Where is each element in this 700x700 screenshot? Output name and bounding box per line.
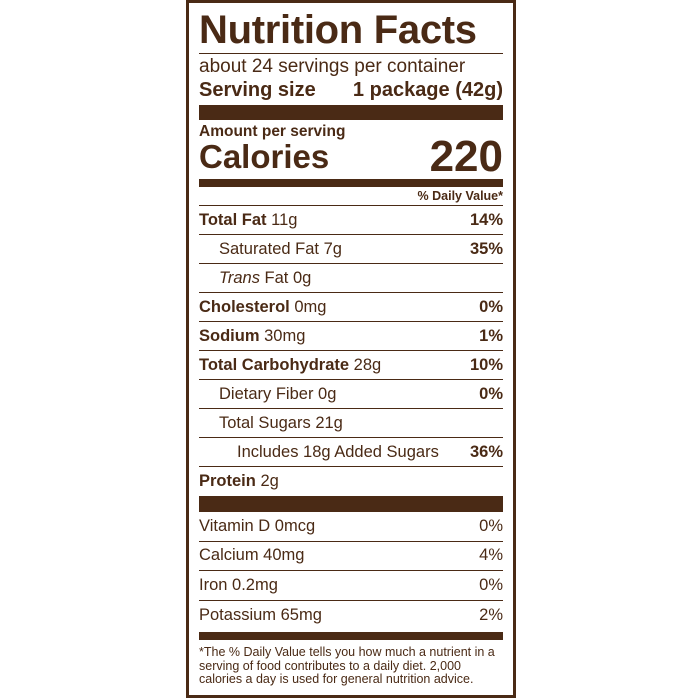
nutrient-amount: 0mg [294,297,327,316]
vitamin-name: Iron 0.2mg [199,575,278,594]
thick-divider [199,105,503,120]
vitamin-name: Calcium 40mg [199,546,305,565]
nutrient-amount: 11g [271,210,298,229]
nutrient-dv: 36% [469,442,503,461]
nutrient-row-saturated-fat: Saturated Fat 7g 35% [199,235,503,264]
nutrient-name: Cholesterol [199,297,290,316]
nutrient-name: Includes 18g Added Sugars [237,442,439,461]
footnote: *The % Daily Value tells you how much a … [199,645,495,686]
label-title: Nutrition Facts [199,8,477,52]
calories-value: 220 [429,132,503,181]
calories-label: Calories [199,138,330,175]
nutrient-row-protein: Protein 2g [199,467,503,496]
amount-per-serving: Amount per serving [199,123,346,140]
nutrient-dv: 10% [469,355,503,374]
servings-per-container: about 24 servings per container [199,53,503,78]
nutrient-amount: 7g [323,239,342,258]
vitamin-row: Iron 0.2mg 0% [199,571,503,601]
nutrient-name-italic: Trans [219,268,260,287]
vitamin-dv: 0% [479,575,503,594]
vitamin-row: Vitamin D 0mcg 0% [199,512,503,542]
nutrient-name: Fat [264,268,289,287]
serving-size-row: Serving size 1 package (42g) [199,78,503,102]
nutrient-amount: 21g [315,413,343,432]
nutrient-row-total-carbohydrate: Total Carbohydrate 28g 10% [199,351,503,380]
medium-divider [199,179,503,187]
nutrient-row-trans-fat: Trans Fat 0g [199,264,503,293]
nutrient-amount: 28g [353,355,382,374]
nutrient-dv: 35% [469,239,503,258]
vitamin-row: Potassium 65mg 2% [199,601,503,631]
nutrient-row-sodium: Sodium 30mg 1% [199,322,503,351]
nutrient-row-total-fat: Total Fat 11g 14% [199,206,503,235]
calories-row: Calories 220 [199,132,503,181]
nutrient-name: Saturated Fat [219,239,319,258]
vitamin-name: Potassium 65mg [199,605,322,624]
footnote-divider [199,632,503,640]
nutrient-name: Sodium [199,326,260,345]
nutrient-amount: 0g [318,384,337,403]
nutrient-name: Total Carbohydrate [199,355,350,374]
vitamin-dv: 0% [479,516,503,535]
protein-divider [199,496,503,512]
nutrient-dv: 1% [479,326,503,345]
nutrient-name: Total Fat [199,210,267,229]
nutrient-name: Protein [199,472,256,490]
serving-size-value: 1 package (42g) [352,79,503,101]
vitamin-dv: 2% [479,605,503,624]
daily-value-header: % Daily Value* [199,187,503,206]
nutrient-row-total-sugars: Total Sugars 21g [199,409,503,438]
nutrient-dv: 0% [479,384,503,403]
vitamin-row: Calcium 40mg 4% [199,542,503,571]
nutrient-dv: 14% [469,210,503,229]
nutrient-amount: 30mg [264,326,306,345]
nutrient-row-cholesterol: Cholesterol 0mg 0% [199,293,503,322]
serving-size-label: Serving size [199,79,316,101]
nutrient-name: Total Sugars [219,413,311,432]
nutrient-name: Dietary Fiber [219,384,314,403]
vitamin-name: Vitamin D 0mcg [199,516,316,535]
nutrient-row-dietary-fiber: Dietary Fiber 0g 0% [199,380,503,409]
nutrient-amount: 2g [260,472,279,490]
nutrient-row-added-sugars: Includes 18g Added Sugars 36% [199,438,503,467]
vitamin-dv: 4% [479,546,503,565]
nutrient-dv: 0% [479,297,503,316]
nutrition-facts-label: Nutrition Facts about 24 servings per co… [186,0,516,698]
nutrient-amount: 0g [292,268,312,287]
